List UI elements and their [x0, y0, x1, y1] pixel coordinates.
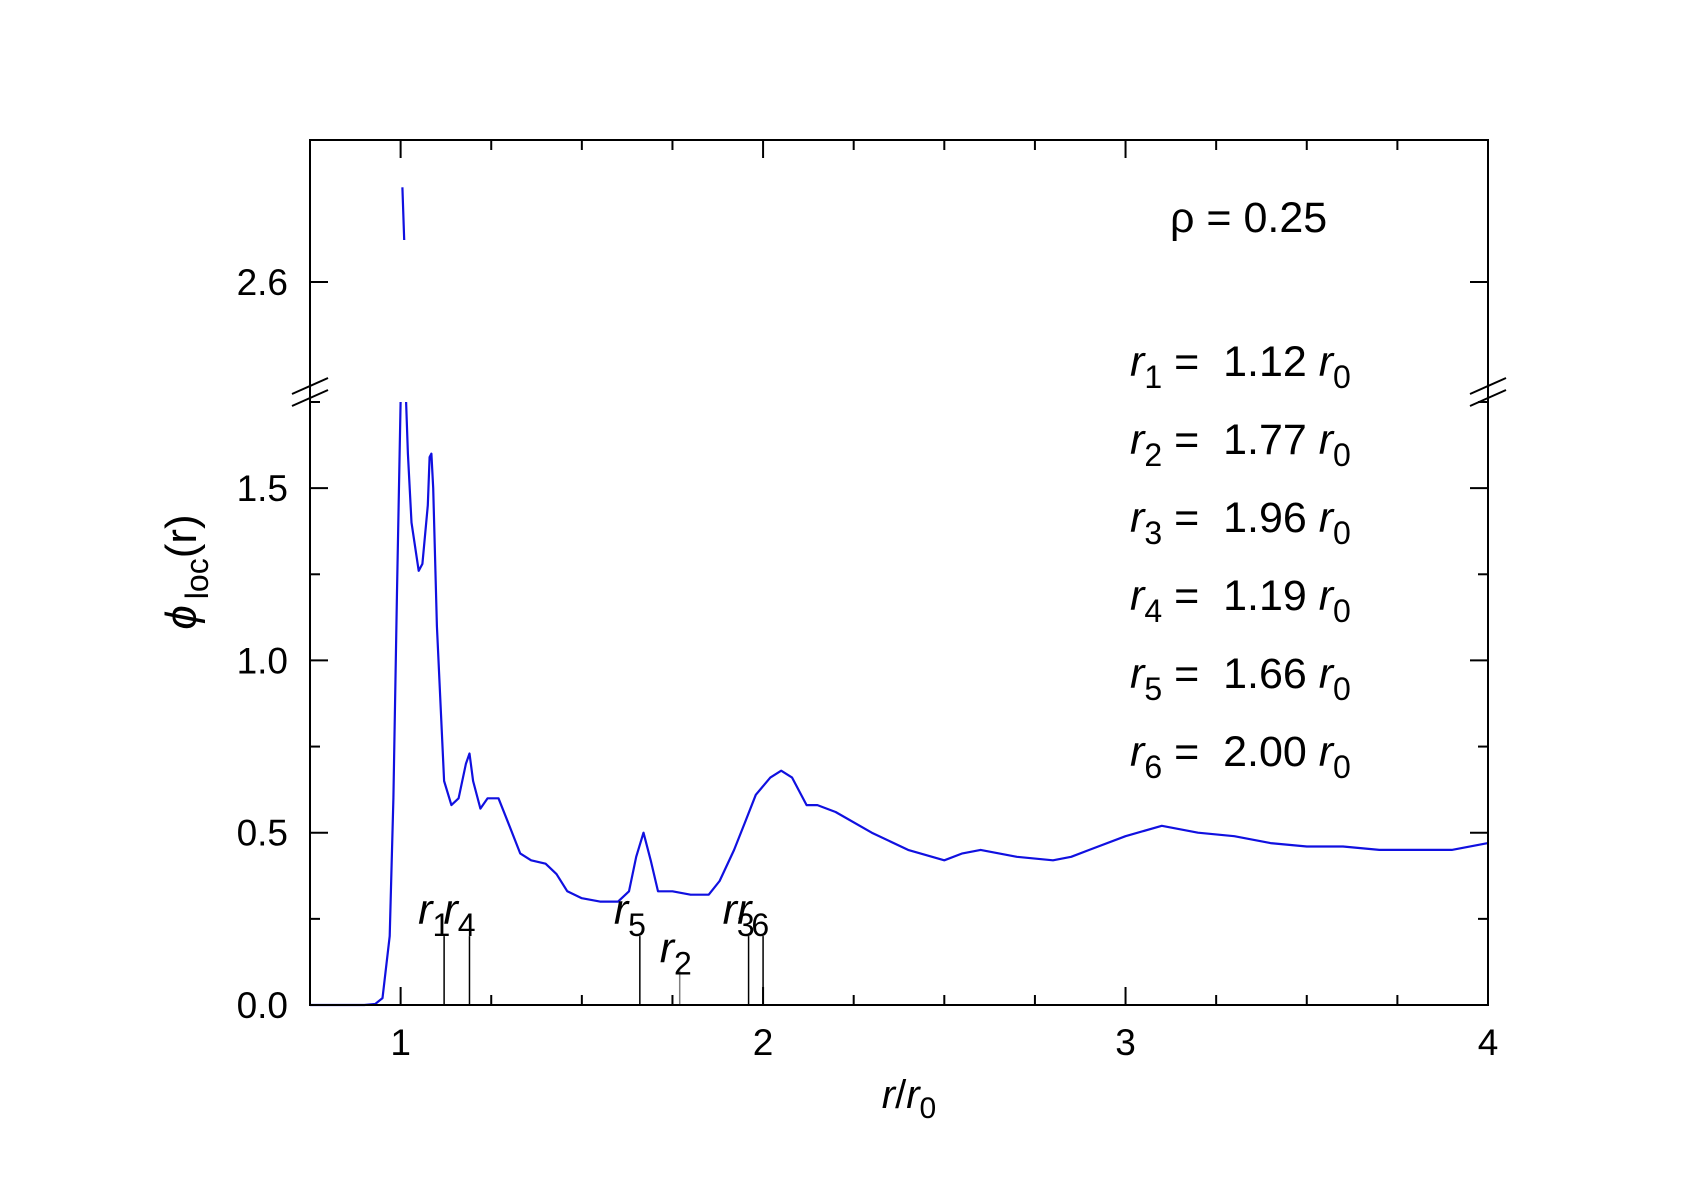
marker-label: r6 — [737, 886, 769, 943]
marker-label: r5 — [614, 886, 646, 943]
marker-label: r2 — [660, 925, 692, 982]
tick-labels: 1 2 3 4 0.0 0.5 1.0 1.5 2.6 — [237, 262, 1499, 1063]
y-tick-label: 0.0 — [237, 985, 288, 1026]
marker-label: r4 — [443, 886, 475, 943]
distance-annotation-row: r6 = 2.00 r0 — [1130, 728, 1351, 785]
x-tick-label: 3 — [1115, 1022, 1136, 1063]
marker-label: r1 — [418, 886, 450, 943]
y-tick-label: 0.5 — [237, 813, 288, 854]
y-tick-label: 1.0 — [237, 640, 288, 681]
distance-annotation-row: r5 = 1.66 r0 — [1130, 650, 1351, 707]
distance-annotation-row: r3 = 1.96 r0 — [1130, 494, 1351, 551]
distance-annotations: r1 = 1.12 r0 r2 = 1.77 r0 r3 = 1.96 r0 r4 =… — [1130, 338, 1351, 785]
x-tick-label: 4 — [1478, 1022, 1499, 1063]
y-axis-label: ϕloc(r) — [157, 514, 215, 629]
marker-label: r3 — [723, 886, 755, 943]
x-axis-label: r/r0 — [882, 1073, 936, 1125]
distance-annotation-row: r1 = 1.12 r0 — [1130, 338, 1351, 395]
y-tick-label: 1.5 — [237, 468, 288, 509]
y-tick-label: 2.6 — [237, 262, 288, 303]
x-tick-label: 2 — [753, 1022, 774, 1063]
distance-annotation-row: r4 = 1.19 r0 — [1130, 572, 1351, 629]
density-annotation: ρ = 0.25 — [1170, 194, 1327, 242]
plot-frame — [309, 139, 1489, 1006]
distance-annotation-row: r2 = 1.77 r0 — [1130, 416, 1351, 473]
x-tick-label: 1 — [390, 1022, 411, 1063]
